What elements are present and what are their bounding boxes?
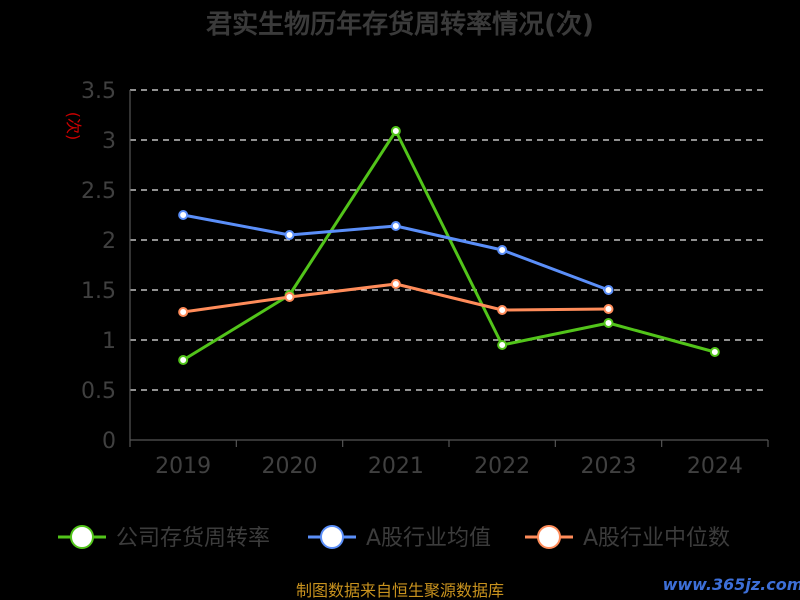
data-point[interactable]: [603, 304, 614, 314]
chart-title: 君实生物历年存货周转率情况(次): [206, 9, 594, 40]
x-tick-label: 2022: [474, 454, 530, 479]
data-point[interactable]: [178, 210, 189, 220]
series-2: [178, 279, 614, 317]
x-tick-label: 2023: [581, 454, 637, 479]
data-point[interactable]: [709, 347, 720, 357]
series-0: [178, 126, 720, 365]
y-tick-label: 2: [102, 229, 116, 254]
y-tick-label: 3.5: [81, 79, 116, 104]
x-tick-label: 2024: [687, 454, 743, 479]
y-tick-label: 1: [102, 329, 116, 354]
y-tick-label: 1.5: [81, 279, 116, 304]
legend-item-2[interactable]: A股行业中位数: [525, 525, 730, 551]
source-note: 制图数据来自恒生聚源数据库: [296, 581, 504, 600]
data-point[interactable]: [497, 340, 508, 350]
data-point[interactable]: [390, 221, 401, 231]
legend-marker: [320, 525, 344, 549]
data-point[interactable]: [390, 126, 401, 136]
legend[interactable]: 公司存货周转率 A股行业均值 A股行业中位数: [58, 525, 730, 551]
y-axis-label: (次): [64, 112, 83, 141]
axis-layer: 0 0.5 1 1.5 2 2.5 3 3.5 2019 2020 2021 2022 2023 2024: [81, 79, 769, 479]
x-tick-label: 2019: [155, 454, 211, 479]
data-point[interactable]: [284, 230, 295, 240]
series-layer: [178, 126, 720, 365]
x-tick-label: 2020: [262, 454, 318, 479]
legend-label: A股行业均值: [366, 526, 491, 551]
legend-marker: [537, 525, 561, 549]
legend-marker: [70, 525, 94, 549]
data-point[interactable]: [497, 245, 508, 255]
data-point[interactable]: [603, 318, 614, 328]
data-point[interactable]: [390, 279, 401, 289]
data-point[interactable]: [178, 355, 189, 365]
series-line: [182, 129, 716, 362]
y-tick-label: 0.5: [81, 379, 116, 404]
y-tick-label: 0: [102, 429, 116, 454]
data-point[interactable]: [497, 305, 508, 315]
legend-item-1[interactable]: A股行业均值: [308, 525, 491, 551]
series-1: [178, 210, 614, 295]
watermark: www.365jz.com: [663, 575, 800, 594]
data-point[interactable]: [284, 292, 295, 302]
y-tick-label: 3: [102, 129, 116, 154]
legend-label: 公司存货周转率: [116, 526, 270, 551]
data-point[interactable]: [178, 307, 189, 317]
x-tick-label: 2021: [368, 454, 424, 479]
y-tick-label: 2.5: [81, 179, 116, 204]
legend-label: A股行业中位数: [583, 526, 730, 551]
data-point[interactable]: [603, 285, 614, 295]
legend-item-0[interactable]: 公司存货周转率: [58, 525, 270, 551]
